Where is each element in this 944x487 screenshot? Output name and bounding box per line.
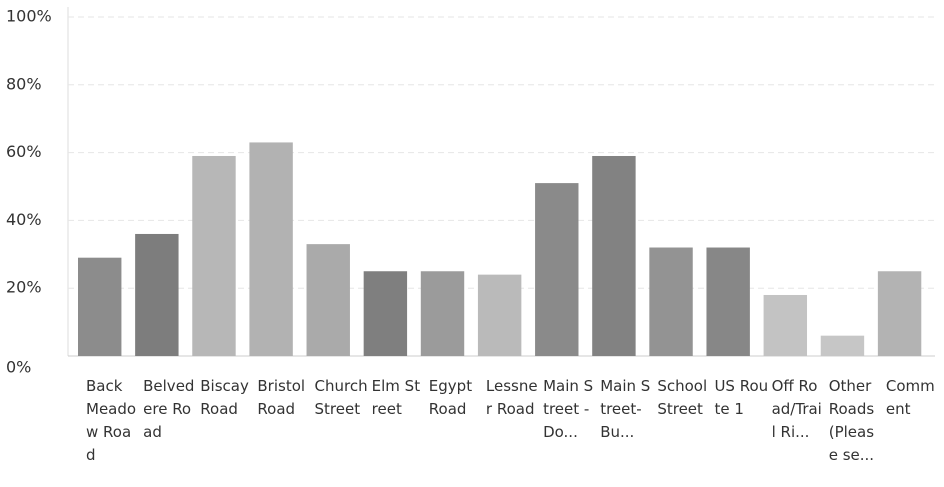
- x-tick-label: Main Street - Do...: [543, 377, 594, 441]
- bar: [363, 271, 408, 356]
- y-tick-label: 40%: [6, 210, 42, 229]
- bar: [135, 233, 179, 356]
- x-tick-label: Elm Street: [371, 377, 421, 418]
- bar: [192, 155, 236, 356]
- bar: [535, 183, 579, 356]
- x-tick-label: Lessner Road: [485, 377, 538, 418]
- x-tick-label: Church Street: [314, 377, 368, 418]
- x-tick-label: Off Road/Trail Ri...: [771, 377, 822, 441]
- y-tick-label: 100%: [6, 7, 52, 26]
- bar: [649, 247, 693, 356]
- y-tick-label: 80%: [6, 74, 42, 93]
- x-tick-label: Other Roads (Please se...: [828, 377, 875, 464]
- y-tick-label: 0%: [6, 358, 31, 377]
- x-tick-label: Bristol Road: [257, 377, 306, 418]
- bar: [820, 335, 865, 356]
- bar: [78, 257, 122, 356]
- bar: [706, 247, 750, 356]
- x-tick-label: US Route 1: [714, 377, 769, 418]
- x-tick-label: Main Street- Bu...: [600, 377, 651, 441]
- bar: [249, 142, 293, 356]
- x-tick-label: Back Meadow Road: [86, 377, 137, 464]
- x-tick-label: Biscay Road: [200, 377, 249, 418]
- bar: [763, 294, 808, 356]
- x-tick-label: Egypt Road: [428, 377, 473, 418]
- bar: [877, 271, 922, 356]
- bar: [420, 271, 465, 356]
- bar: [306, 244, 350, 356]
- x-tick-label: Comment: [885, 377, 935, 418]
- y-tick-label: 20%: [6, 278, 42, 297]
- x-tick-label: School Street: [657, 377, 708, 418]
- x-tick-label: Belvedere Road: [143, 377, 195, 441]
- y-tick-label: 60%: [6, 142, 42, 161]
- bar: [477, 274, 522, 356]
- bar: [592, 155, 636, 356]
